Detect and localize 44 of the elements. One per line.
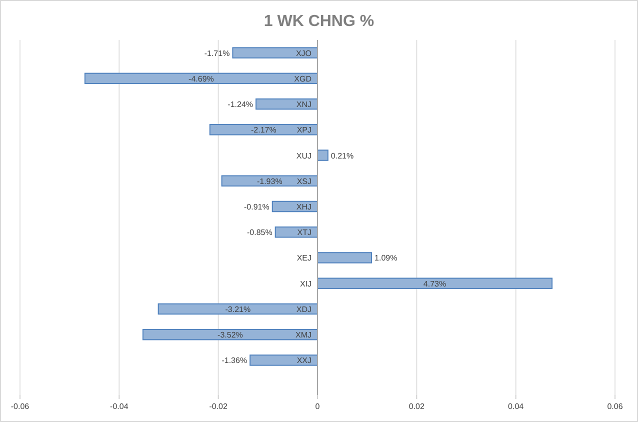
x-tick-label: 0.02: [408, 402, 425, 411]
y-tick-label: XNJ: [296, 100, 312, 110]
bar: [317, 252, 372, 264]
x-tick-label: 0: [315, 402, 320, 411]
bar: [317, 150, 328, 161]
data-label: -1.36%: [222, 356, 248, 366]
y-tick-label: XUJ: [296, 151, 312, 160]
y-tick-label: XDJ: [296, 304, 312, 314]
bar: [232, 47, 318, 58]
bar: [142, 328, 318, 340]
data-label: -0.85%: [246, 228, 272, 238]
data-label: -0.91%: [244, 202, 270, 212]
x-tick-label: 0.06: [607, 402, 624, 411]
data-label: -4.69%: [188, 74, 214, 84]
data-label: -1.93%: [256, 176, 282, 186]
y-tick-label: XPJ: [296, 126, 312, 135]
y-tick-label: XXJ: [296, 356, 312, 366]
data-label: -3.52%: [218, 330, 243, 340]
bar: [317, 278, 553, 289]
x-tick-label: -0.04: [110, 402, 129, 411]
y-tick-label: XEJ: [296, 254, 312, 263]
bar: [84, 72, 318, 84]
data-label: -3.21%: [225, 304, 251, 314]
data-label: 4.73%: [423, 279, 446, 288]
data-label: 0.21%: [330, 151, 354, 160]
data-label: 1.09%: [374, 254, 398, 263]
y-tick-label: XGD: [294, 74, 312, 84]
bar: [256, 98, 318, 110]
y-tick-label: XHJ: [296, 202, 312, 212]
y-tick-label: XTJ: [297, 228, 312, 238]
chart-title: 1 WK CHNG %: [264, 13, 374, 30]
bar: [209, 124, 318, 136]
bar: [250, 354, 318, 366]
x-tick-label: 0.04: [508, 402, 524, 411]
data-label: -2.17%: [251, 126, 276, 135]
data-label: -1.71%: [204, 48, 230, 58]
x-tick-label: -0.02: [209, 402, 228, 411]
y-tick-label: XJO: [296, 48, 312, 58]
y-tick-label: XIJ: [300, 279, 312, 288]
y-tick-label: XSJ: [296, 176, 312, 186]
y-tick-label: XMJ: [296, 330, 312, 340]
bar: [158, 303, 318, 315]
x-tick-label: -0.06: [10, 402, 30, 411]
data-label: -1.24%: [228, 100, 254, 110]
